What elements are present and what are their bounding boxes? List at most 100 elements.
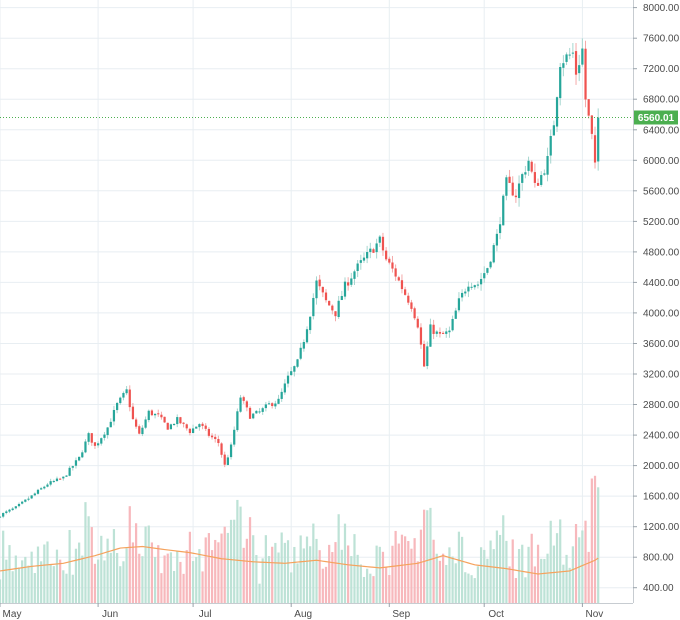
candle-body (68, 467, 71, 476)
candle-body (36, 489, 40, 494)
volume-bar (448, 547, 451, 603)
candle-body (543, 173, 546, 175)
candle-body (385, 250, 388, 260)
volume-bar (255, 555, 258, 603)
candle-body (343, 281, 347, 297)
volume-bar (505, 540, 508, 603)
candle-body (321, 286, 324, 293)
candle-body (571, 52, 574, 54)
volume-bar (280, 532, 283, 603)
volume-bar (201, 571, 204, 603)
y-axis-tick-label: 3600.00 (643, 339, 680, 350)
candle-body (568, 54, 571, 56)
candle-body (597, 117, 600, 162)
candle-body (407, 295, 410, 303)
volume-bar (347, 545, 350, 603)
current-price-tag: 6560.01 (634, 110, 678, 125)
candle-body (555, 97, 559, 127)
y-axis-tick-label: 2000.00 (643, 461, 680, 472)
candle-body (416, 318, 419, 328)
y-axis-tick-label: 6000.00 (643, 156, 680, 167)
candle-body (8, 509, 11, 512)
y-axis-tick-label: 2400.00 (643, 431, 680, 442)
volume-bar (530, 533, 533, 603)
candle-body (274, 403, 277, 407)
volume-bar (385, 567, 388, 603)
candle-body (334, 311, 337, 317)
candle-body (242, 397, 245, 401)
volume-bar (226, 532, 229, 603)
volume-bar (220, 533, 223, 603)
volume-bar (511, 539, 514, 603)
volume-bar (540, 558, 543, 603)
volume-bar (147, 525, 150, 603)
candle-body (511, 182, 514, 196)
candle-body (514, 195, 518, 198)
candle-body (502, 195, 505, 226)
volume-bar (324, 566, 328, 603)
volume-bar (470, 575, 473, 603)
volume-bar (581, 530, 584, 603)
y-axis-tick-label: 2800.00 (643, 400, 680, 411)
volume-bar (502, 515, 505, 603)
volume-bar (318, 550, 321, 603)
volume-bar (514, 578, 518, 603)
candle-body (549, 136, 552, 156)
candle-body (498, 224, 502, 234)
candle-body (147, 410, 150, 421)
volume-bar (400, 534, 404, 603)
volume-bar (112, 529, 116, 603)
volume-bar (97, 559, 100, 603)
volume-bar (81, 555, 84, 603)
candle-body (375, 243, 378, 253)
candle-body (150, 410, 154, 416)
candle-body (74, 460, 78, 466)
volume-bar (549, 520, 552, 603)
volume-bar (372, 576, 375, 603)
volume-bar (36, 546, 40, 603)
volume-bar (163, 555, 166, 603)
candle-body (267, 403, 271, 405)
candle-body (106, 427, 109, 436)
volume-bar (109, 552, 112, 603)
candle-body (128, 389, 131, 408)
candle-body (366, 252, 369, 259)
volume-bar (0, 579, 2, 603)
candle-body (166, 422, 169, 430)
x-axis-tick-label: May (3, 609, 22, 620)
volume-bar (559, 519, 562, 603)
candle-body (217, 439, 220, 444)
candle-body (448, 330, 451, 333)
volume-bars (0, 475, 600, 603)
candle-body (252, 413, 255, 419)
volume-bar (312, 523, 315, 603)
volume-bar (397, 543, 400, 603)
candle-body (486, 268, 489, 273)
candle-body (271, 403, 274, 407)
volume-bar (46, 541, 49, 603)
candle-body (419, 327, 423, 345)
candle-body (587, 99, 590, 116)
volume-bar (236, 499, 239, 603)
candle-body (49, 481, 52, 485)
volume-bar (258, 583, 261, 603)
volume-bar (328, 544, 331, 603)
candle-body (296, 359, 299, 367)
volume-bar (343, 523, 347, 603)
y-axis-tick-label: 7600.00 (643, 34, 680, 45)
volume-bar (125, 548, 128, 603)
candle-body (505, 177, 508, 196)
candle-body (33, 493, 36, 496)
candle-body (239, 397, 242, 412)
candle-body (280, 391, 283, 399)
candle-body (122, 392, 125, 398)
candle-body (43, 486, 46, 489)
candle-body (141, 427, 144, 435)
volume-bar (74, 548, 78, 603)
y-axis-tick-label: 800.00 (643, 553, 674, 564)
volume-bar (52, 566, 55, 603)
candle-body (517, 183, 521, 199)
candle-body (119, 397, 122, 404)
volume-bar (454, 563, 457, 603)
candle-body (347, 282, 350, 286)
